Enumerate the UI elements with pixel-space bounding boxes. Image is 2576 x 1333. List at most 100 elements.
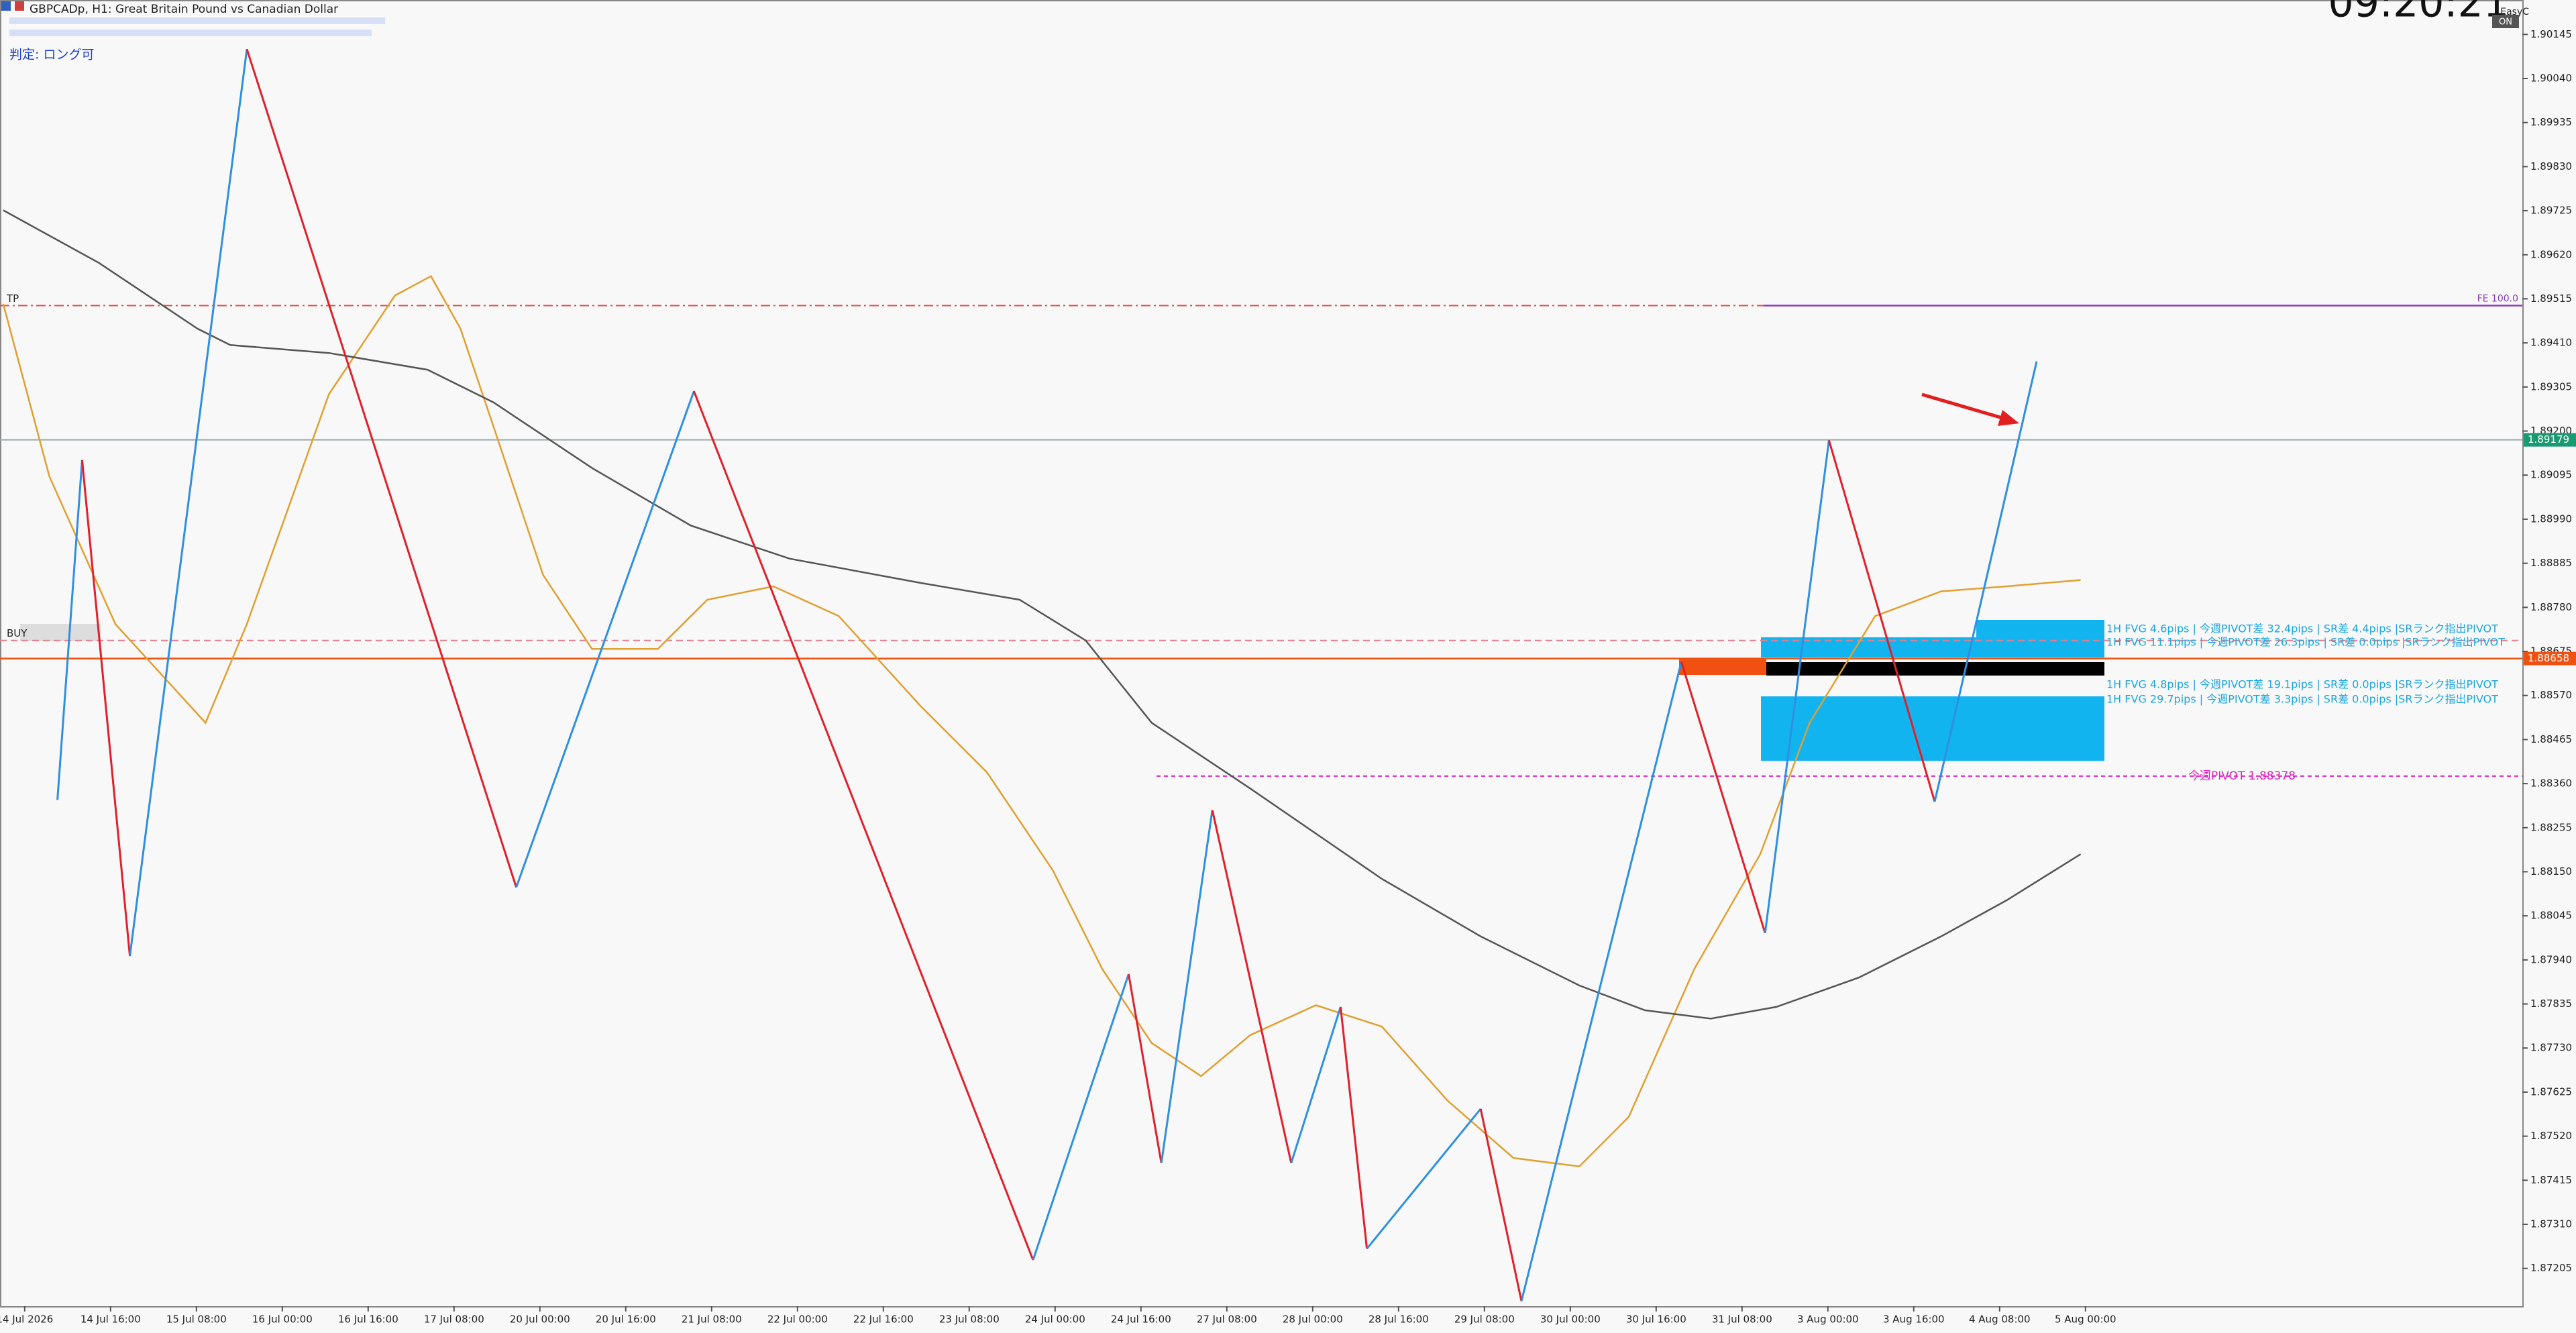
zigzag-segment (1366, 1108, 1482, 1250)
blurred-text (9, 17, 385, 24)
fe-label: FE 100.0 (2477, 293, 2518, 304)
ma-line (2, 275, 2081, 1168)
y-tick-label: 1.89305 (2530, 380, 2572, 392)
y-tick-label: 1.89620 (2530, 248, 2572, 260)
x-tick-label: 22 Jul 16:00 (853, 1314, 914, 1326)
x-tick-label: 28 Jul 00:00 (1283, 1314, 1343, 1326)
x-tick-label: 23 Jul 08:00 (939, 1314, 1000, 1326)
y-tick-label: 1.89410 (2530, 337, 2572, 349)
zigzag-segment (1827, 439, 1936, 802)
y-tick-label: 1.89725 (2530, 205, 2572, 217)
plot-frame (0, 0, 2524, 1308)
x-tick-label: 24 Jul 16:00 (1111, 1314, 1171, 1326)
zigzag-segment (129, 49, 248, 957)
y-tick-label: 1.88150 (2530, 865, 2572, 877)
arrow-head (1998, 410, 2019, 426)
x-tick-label: 3 Aug 00:00 (1797, 1314, 1859, 1326)
pivot-label: 今週PIVOT 1.88378 (2188, 769, 2296, 783)
entry-zone (1679, 659, 1766, 675)
x-tick-label: 29 Jul 08:00 (1454, 1314, 1515, 1326)
x-tick-label: 27 Jul 08:00 (1197, 1314, 1257, 1326)
x-tick-label: 17 Jul 08:00 (424, 1314, 484, 1326)
y-tick-label: 1.88360 (2530, 778, 2572, 790)
sr-zone (1766, 662, 2104, 676)
zigzag-segment (1339, 1006, 1368, 1249)
symbol-title: GBPCADp, H1: Great Britain Pound vs Cana… (30, 3, 338, 16)
y-tick-label: 1.88255 (2530, 821, 2572, 833)
y-tick-label: 1.87310 (2530, 1218, 2572, 1230)
y-tick-label: 1.89515 (2530, 292, 2572, 305)
y-tick-label: 1.90040 (2530, 72, 2572, 84)
toggle-label[interactable]: ON (2499, 17, 2512, 28)
blurred-text (9, 30, 372, 36)
zigzag-segment (1479, 1108, 1523, 1301)
icon (1, 1, 11, 11)
x-tick-label: 28 Jul 16:00 (1368, 1314, 1429, 1326)
zigzag-segment (1764, 440, 1830, 933)
fvg-zone (1976, 620, 2104, 637)
x-tick-label: 24 Jul 00:00 (1025, 1314, 1085, 1326)
zigzag-segment (1680, 661, 1766, 934)
price-label: 1.89179 (2528, 433, 2569, 445)
y-tick-label: 1.89935 (2530, 116, 2572, 128)
zigzag-segment (56, 460, 83, 800)
x-tick-label: 3 Aug 16:00 (1883, 1314, 1945, 1326)
y-tick-label: 1.88990 (2530, 513, 2572, 525)
x-tick-label: 30 Jul 16:00 (1626, 1314, 1686, 1326)
arrow (1921, 392, 2010, 422)
y-tick-label: 1.87730 (2530, 1042, 2572, 1054)
x-tick-label: 14 Jul 2026 (0, 1314, 53, 1326)
zigzag-segment (1032, 973, 1130, 1261)
zigzag-segment (1211, 810, 1293, 1163)
x-tick-label: 14 Jul 16:00 (80, 1314, 141, 1326)
zigzag-segment (80, 460, 131, 957)
zigzag-segment (1160, 810, 1214, 1163)
x-tick-label: 4 Aug 08:00 (1969, 1314, 2031, 1326)
entry-price-box (2524, 651, 2576, 665)
price-box (2524, 433, 2576, 447)
y-tick-label: 1.88465 (2530, 733, 2572, 745)
y-tick-label: 1.87940 (2530, 953, 2572, 965)
zigzag-segment (246, 48, 518, 888)
ma-line (3, 209, 2082, 1020)
y-tick-label: 1.87625 (2530, 1085, 2572, 1098)
y-tick-label: 1.89830 (2530, 160, 2572, 172)
blurred-text (20, 624, 101, 641)
x-tick-label: 16 Jul 00:00 (252, 1314, 313, 1326)
y-tick-label: 1.87415 (2530, 1174, 2572, 1186)
x-tick-label: 15 Jul 08:00 (166, 1314, 227, 1326)
signal-text: 判定: ロング可 (9, 48, 94, 62)
y-tick-label: 1.88885 (2530, 557, 2572, 569)
x-tick-label: 21 Jul 08:00 (682, 1314, 742, 1326)
y-tick-label: 1.88570 (2530, 689, 2572, 701)
x-tick-label: 22 Jul 00:00 (767, 1314, 828, 1326)
x-tick-label: 20 Jul 16:00 (596, 1314, 656, 1326)
y-tick-label: 1.88780 (2530, 601, 2572, 613)
zigzag-segment (693, 390, 1034, 1261)
y-tick-label: 1.90145 (2530, 28, 2572, 40)
fvg-label: 1H FVG 4.8pips | 今週PIVOT差 19.1pips | SR差… (2106, 678, 2498, 691)
fvg-zone (1761, 696, 2104, 761)
x-tick-label: 31 Jul 08:00 (1712, 1314, 1772, 1326)
fvg-label: 1H FVG 4.6pips | 今週PIVOT差 32.4pips | SR差… (2106, 623, 2498, 635)
entry-price-label: 1.88658 (2528, 652, 2569, 664)
toggle-button[interactable] (2492, 15, 2519, 28)
zigzag-segment (1520, 661, 1682, 1301)
y-tick-label: 1.87835 (2530, 998, 2572, 1010)
y-tick-label: 1.87520 (2530, 1130, 2572, 1142)
x-tick-label: 5 Aug 00:00 (2055, 1314, 2116, 1326)
zigzag-segment (1933, 361, 2038, 802)
y-tick-label: 1.88045 (2530, 910, 2572, 922)
fvg-label: 1H FVG 11.1pips | 今週PIVOT差 26.3pips | SR… (2106, 636, 2505, 649)
level-label: TP (6, 292, 19, 305)
icon (15, 1, 24, 11)
y-tick-label: 1.87205 (2530, 1262, 2572, 1274)
fvg-label: 1H FVG 29.7pips | 今週PIVOT差 3.3pips | SR差… (2106, 693, 2498, 706)
x-tick-label: 30 Jul 00:00 (1540, 1314, 1601, 1326)
zigzag-segment (1127, 973, 1163, 1163)
zigzag-segment (515, 390, 695, 888)
x-tick-label: 20 Jul 00:00 (510, 1314, 570, 1326)
y-tick-label: 1.89095 (2530, 469, 2572, 481)
